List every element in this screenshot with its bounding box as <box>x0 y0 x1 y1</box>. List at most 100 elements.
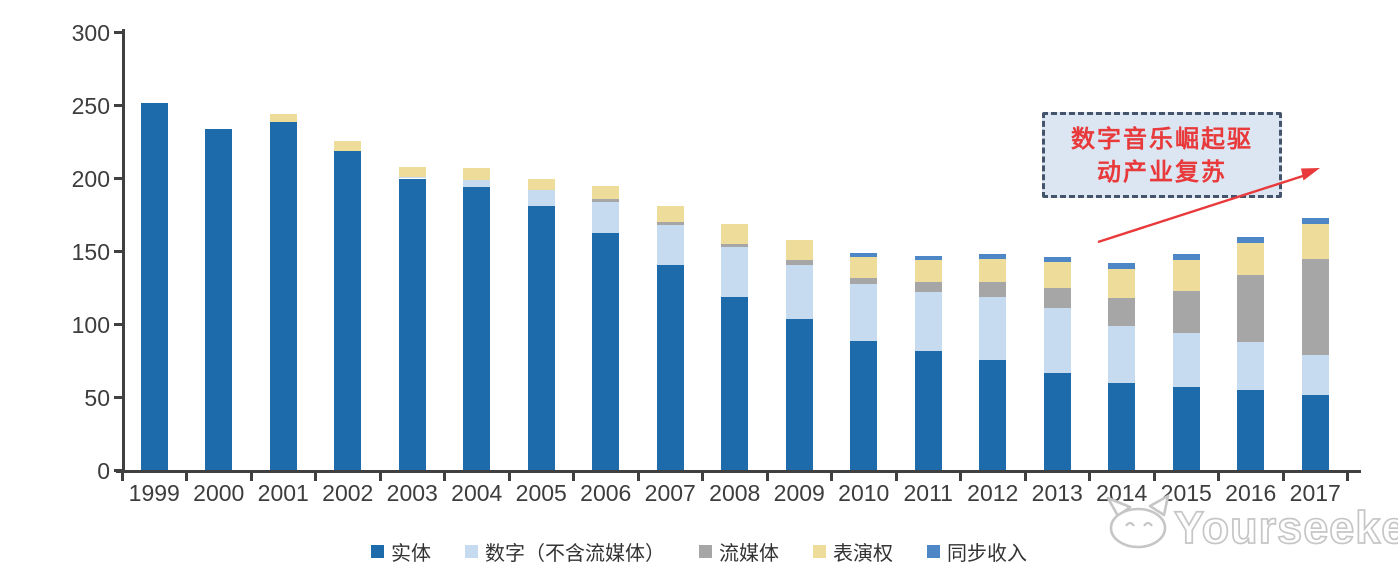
bar-segment-表演权-2012 <box>979 258 1007 283</box>
y-axis-tick-label: 250 <box>71 92 110 119</box>
bar-segment-流媒体-2008 <box>721 244 749 248</box>
x-axis-tick <box>1088 473 1091 481</box>
y-axis-tick-label: 50 <box>84 384 110 411</box>
bar-segment-实体-2000 <box>205 128 233 471</box>
x-axis-label-2002: 2002 <box>322 480 374 506</box>
legend-label: 实体 <box>391 541 431 565</box>
bar-segment-实体-2006 <box>592 232 620 471</box>
bar-segment-表演权-2003 <box>398 166 426 178</box>
bar-segment-数字（不含流媒体）-2009 <box>785 264 813 319</box>
y-axis-tick <box>114 250 123 253</box>
y-axis-tick <box>114 104 123 107</box>
x-axis-label-2015: 2015 <box>1160 480 1212 506</box>
bar-segment-实体-2011 <box>914 350 942 471</box>
bar-segment-实体-2009 <box>785 318 813 471</box>
bar-segment-实体-2010 <box>850 340 878 471</box>
bar-segment-流媒体-2011 <box>914 282 942 293</box>
bar-segment-实体-2017 <box>1301 394 1329 471</box>
x-axis-label-2013: 2013 <box>1031 480 1083 506</box>
x-axis-tick <box>959 473 962 481</box>
bar-segment-同步收入-2014 <box>1108 263 1136 269</box>
legend-swatch <box>927 545 940 558</box>
y-axis-tick <box>114 177 123 180</box>
bar-segment-实体-2007 <box>656 264 684 471</box>
watermark: Yourseeker <box>1106 494 1398 554</box>
legend-item-流媒体: 流媒体 <box>699 537 779 566</box>
legend-swatch <box>813 545 826 558</box>
legend: 实体 数字（不含流媒体） 流媒体 表演权 同步收入 <box>0 537 1398 566</box>
bar-segment-流媒体-2015 <box>1172 290 1200 334</box>
legend-swatch <box>371 545 384 558</box>
bar-segment-表演权-2016 <box>1237 242 1265 275</box>
x-axis-label-2011: 2011 <box>903 480 953 506</box>
x-axis-label-2008: 2008 <box>709 480 761 506</box>
bar-segment-实体-2013 <box>1043 372 1071 471</box>
bar-segment-流媒体-2017 <box>1301 258 1329 356</box>
bar-segment-同步收入-2012 <box>979 254 1007 259</box>
x-axis-tick <box>1217 473 1220 481</box>
bar-segment-表演权-2002 <box>334 140 362 151</box>
bar-segment-表演权-2004 <box>463 168 491 180</box>
bar-segment-同步收入-2011 <box>914 255 942 261</box>
bar-segment-流媒体-2006 <box>592 198 620 202</box>
bar-segment-同步收入-2016 <box>1237 236 1265 243</box>
bar-segment-实体-2012 <box>979 359 1007 471</box>
x-axis-label-2004: 2004 <box>451 480 503 506</box>
bar-segment-流媒体-2012 <box>979 282 1007 297</box>
bar-segment-实体-2008 <box>721 296 749 471</box>
x-axis-tick <box>120 473 124 481</box>
bar-segment-表演权-2013 <box>1043 261 1071 288</box>
annotation-text-line1: 数字音乐崛起驱 <box>1071 124 1253 153</box>
bar-segment-同步收入-2013 <box>1043 257 1071 262</box>
bar-segment-流媒体-2010 <box>850 277 878 284</box>
bar-segment-表演权-2011 <box>914 260 942 283</box>
bar-segment-表演权-2017 <box>1301 223 1329 259</box>
bar-segment-数字（不含流媒体）-2010 <box>850 283 878 341</box>
x-axis-label-2010: 2010 <box>838 480 890 506</box>
bar-segment-实体-1999 <box>140 102 168 471</box>
watermark-text: Yourseeker <box>1174 502 1398 553</box>
legend-item-实体: 实体 <box>371 537 431 566</box>
bar-segment-实体-2002 <box>334 150 362 471</box>
bar-segment-数字（不含流媒体）-2015 <box>1172 333 1200 388</box>
bar-segment-流媒体-2009 <box>785 260 813 265</box>
bar-segment-表演权-2006 <box>592 185 620 199</box>
y-axis-tick-label: 0 <box>97 457 110 484</box>
bar-segment-流媒体-2013 <box>1043 288 1071 309</box>
bar-segment-表演权-2005 <box>527 178 555 191</box>
legend-swatch <box>465 545 478 558</box>
y-axis-tick <box>114 396 123 399</box>
legend-label: 数字（不含流媒体） <box>485 541 665 565</box>
x-axis-label-2006: 2006 <box>580 480 632 506</box>
x-axis-label-2005: 2005 <box>515 480 567 506</box>
bar-segment-表演权-2015 <box>1172 260 1200 291</box>
bar-segment-表演权-2010 <box>850 257 878 278</box>
y-axis-tick-label: 100 <box>71 311 110 338</box>
bar-segment-实体-2014 <box>1108 382 1136 471</box>
x-axis-line <box>116 470 1361 473</box>
x-axis-tick <box>701 473 704 481</box>
x-axis-tick <box>443 473 446 481</box>
legend-swatch <box>699 545 712 558</box>
x-axis-tick <box>249 473 253 481</box>
bar-segment-实体-2004 <box>463 187 491 471</box>
x-axis-tick <box>1281 473 1285 481</box>
bar-segment-数字（不含流媒体）-2012 <box>979 296 1007 360</box>
bar-segment-表演权-2008 <box>721 223 749 245</box>
bar-segment-实体-2015 <box>1172 387 1200 471</box>
x-axis-tick <box>765 473 769 481</box>
bar-segment-流媒体-2007 <box>656 222 684 226</box>
y-axis-tick <box>114 469 123 472</box>
legend-label: 同步收入 <box>947 541 1027 565</box>
annotation-callout: 数字音乐崛起驱 动产业复苏 <box>1042 112 1282 198</box>
x-axis-tick <box>185 473 188 481</box>
cat-logo-icon <box>1106 494 1170 549</box>
bar-segment-表演权-2007 <box>656 206 684 223</box>
x-axis-label-2017: 2017 <box>1289 480 1341 506</box>
y-axis-line <box>122 29 125 473</box>
bar-segment-数字（不含流媒体）-2006 <box>592 201 620 233</box>
y-axis-tick-label: 200 <box>71 165 110 192</box>
bar-segment-同步收入-2017 <box>1301 217 1329 224</box>
y-axis-tick <box>114 31 123 34</box>
x-axis-tick <box>572 473 575 481</box>
